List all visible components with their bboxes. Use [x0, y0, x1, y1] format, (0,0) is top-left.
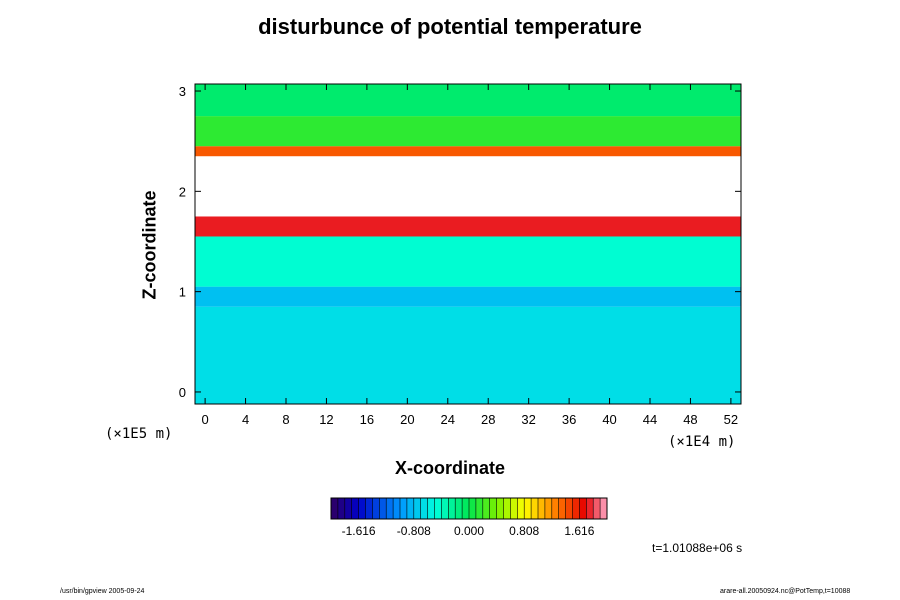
heatmap-band: [195, 306, 741, 404]
x-tick-label: 52: [724, 412, 738, 427]
x-tick-label: 28: [481, 412, 495, 427]
colorbar-swatch: [427, 498, 435, 519]
colorbar-swatch: [524, 498, 532, 519]
y-unit-label: (×1E5 m): [105, 426, 173, 442]
colorbar-swatch: [434, 498, 442, 519]
x-tick-label: 36: [562, 412, 576, 427]
colorbar-swatch: [386, 498, 394, 519]
heatmap-band: [195, 286, 741, 307]
colorbar-swatch: [413, 498, 422, 519]
footer-command: /usr/bin/gpview 2005-09-24: [60, 588, 145, 595]
colorbar-swatch: [351, 498, 360, 519]
y-tick-label: 1: [179, 285, 186, 300]
heatmap-band: [195, 216, 741, 237]
colorbar-tick-label: -1.616: [342, 524, 376, 538]
colorbar-swatch: [579, 498, 587, 519]
colorbar-swatch: [482, 498, 491, 519]
colorbar-swatch: [558, 498, 567, 519]
x-unit-label: (×1E4 m): [668, 434, 736, 450]
footer-source: arare-all.20050924.nc@PotTemp,t=10088: [720, 588, 851, 595]
chart-title: disturbunce of potential temperature: [258, 14, 642, 39]
colorbar-swatch: [365, 498, 373, 519]
colorbar-swatch: [551, 498, 560, 519]
colorbar-swatch: [455, 498, 463, 519]
x-tick-label: 32: [521, 412, 535, 427]
colorbar-swatch: [600, 498, 608, 519]
x-tick-label: 8: [282, 412, 289, 427]
colorbar-swatch: [358, 498, 366, 519]
x-tick-label: 16: [360, 412, 374, 427]
colorbar-tick-label: 1.616: [564, 524, 594, 538]
colorbar-swatch: [503, 498, 511, 519]
colorbar-tick-label: -0.808: [397, 524, 431, 538]
time-label: t=1.01088e+06 s: [652, 541, 743, 555]
heatmap-band: [195, 116, 741, 147]
colorbar-swatch: [462, 498, 470, 519]
x-tick-label: 40: [602, 412, 616, 427]
colorbar-tick-label: 0.000: [454, 524, 484, 538]
colorbar-swatch: [406, 498, 415, 519]
x-tick-label: 4: [242, 412, 249, 427]
y-axis-label: Z-coordinate: [139, 190, 160, 300]
colorbar-swatch: [400, 498, 408, 519]
colorbar-swatch: [538, 498, 546, 519]
colorbar-tick-label: 0.808: [509, 524, 539, 538]
colorbar-swatch: [565, 498, 573, 519]
colorbar-swatch: [586, 498, 594, 519]
colorbar-swatch: [475, 498, 484, 519]
y-tick-label: 2: [179, 184, 186, 199]
heatmap-band: [195, 156, 741, 217]
y-tick-label: 3: [179, 84, 186, 99]
heatmap-band: [195, 84, 741, 117]
colorbar-swatch: [593, 498, 601, 519]
x-tick-label: 48: [683, 412, 697, 427]
y-tick-label: 0: [179, 385, 186, 400]
colorbar-swatch: [496, 498, 504, 519]
heatmap-band: [195, 236, 741, 287]
colorbar-swatch: [379, 498, 387, 519]
colorbar-swatch: [393, 498, 401, 519]
heatmap-band: [195, 146, 741, 157]
colorbar-swatch: [489, 498, 498, 519]
x-tick-label: 12: [319, 412, 333, 427]
colorbar: -1.616 -0.808 0.000 0.808 1.616: [330, 497, 608, 538]
colorbar-swatch: [544, 498, 553, 519]
x-tick-label: 44: [643, 412, 657, 427]
colorbar-swatch: [572, 498, 580, 519]
heatmap-field: [195, 84, 741, 404]
colorbar-swatch: [372, 498, 380, 519]
colorbar-swatch: [441, 498, 449, 519]
colorbar-swatch: [469, 498, 477, 519]
x-tick-label: 0: [201, 412, 208, 427]
colorbar-swatch: [337, 498, 346, 519]
colorbar-swatch: [448, 498, 456, 519]
colorbar-swatch: [517, 498, 525, 519]
x-tick-label: 24: [441, 412, 455, 427]
x-tick-label: 20: [400, 412, 414, 427]
colorbar-frame: [330, 497, 608, 520]
colorbar-swatch: [420, 498, 429, 519]
plot-frame: [194, 83, 742, 405]
colorbar-swatch: [531, 498, 539, 519]
colorbar-swatch: [344, 498, 353, 519]
colorbar-swatch: [510, 498, 518, 519]
x-axis-label: X-coordinate: [394, 458, 505, 478]
colorbar-swatch: [331, 498, 339, 519]
